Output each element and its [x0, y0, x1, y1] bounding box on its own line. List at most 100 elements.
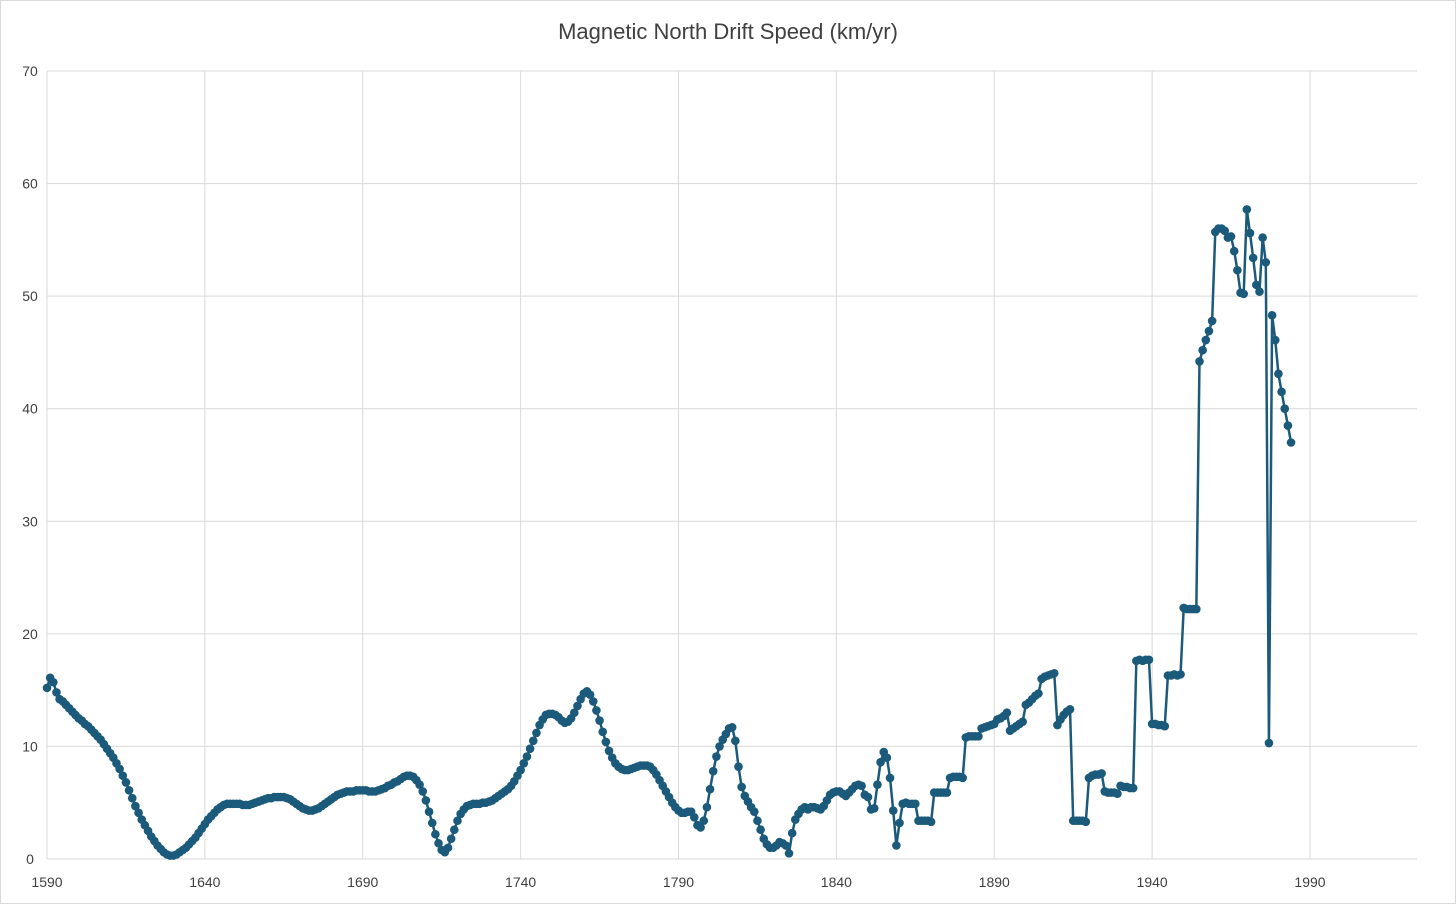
- data-point-1741: [519, 759, 529, 768]
- data-point-1614: [118, 771, 128, 780]
- data-point-1619: [134, 808, 143, 818]
- data-point-1762: [585, 690, 595, 699]
- data-point-1815: [753, 816, 762, 826]
- data-point-1712: [427, 818, 437, 828]
- data-point-1763: [588, 697, 598, 706]
- data-point-1797: [696, 823, 705, 832]
- data-point-1708: [415, 780, 424, 789]
- data-point-1758: [573, 701, 582, 711]
- data-point-1885: [974, 732, 983, 741]
- data-point-1899: [1018, 717, 1027, 726]
- data-point-1982: [1280, 404, 1290, 414]
- data-point-1814: [749, 807, 759, 817]
- data-point-1955: [1195, 357, 1204, 366]
- data-point-1713: [431, 829, 440, 839]
- data-point-1719: [450, 825, 459, 835]
- y-tick-label-50: 50: [22, 288, 38, 304]
- data-point-1976: [1261, 258, 1271, 267]
- data-point-1848: [857, 781, 866, 791]
- data-point-1854: [876, 757, 885, 767]
- data-point-1808: [731, 736, 740, 746]
- data-point-1984: [1286, 438, 1296, 447]
- data-point-1801: [708, 766, 718, 776]
- y-tick-label-10: 10: [22, 738, 38, 754]
- data-point-1825: [784, 849, 794, 858]
- data-point-1977: [1264, 738, 1274, 748]
- data-point-1963: [1220, 226, 1230, 236]
- data-point-1904: [1034, 689, 1043, 698]
- data-point-1592: [49, 677, 58, 687]
- data-point-1973: [1252, 280, 1261, 290]
- data-point-1856: [882, 753, 892, 762]
- data-point-1967: [1233, 265, 1242, 275]
- data-point-1826: [787, 828, 797, 838]
- data-point-1965: [1226, 232, 1236, 241]
- x-tick-label-1840: 1840: [821, 874, 852, 890]
- data-point-1742: [522, 752, 532, 761]
- series-layer: [42, 205, 1296, 860]
- data-point-1720: [453, 816, 462, 826]
- data-point-1858: [888, 806, 898, 815]
- data-point-1852: [869, 804, 879, 813]
- y-tick-label-0: 0: [26, 851, 34, 867]
- y-tick-label-60: 60: [22, 176, 38, 192]
- data-point-1944: [1160, 721, 1170, 731]
- data-point-1745: [532, 728, 541, 738]
- data-point-1956: [1198, 345, 1207, 355]
- data-point-1767: [601, 737, 611, 747]
- data-point-1957: [1201, 335, 1211, 345]
- x-tick-label-1790: 1790: [663, 874, 694, 890]
- data-point-1909: [1049, 668, 1059, 678]
- data-point-1975: [1258, 233, 1267, 242]
- chart-title: Magnetic North Drift Speed (km/yr): [558, 19, 898, 44]
- tick-labels: 0 10 20 30 40 50 60 70 1590 1640 1690 1740 1790 1840 1…: [22, 63, 1326, 890]
- data-point-1853: [873, 780, 882, 789]
- data-point-1740: [516, 765, 525, 775]
- data-point-1981: [1277, 387, 1286, 397]
- x-tick-label-1990: 1990: [1294, 874, 1325, 890]
- data-point-1718: [446, 834, 456, 844]
- data-point-1949: [1176, 670, 1185, 679]
- data-point-1860: [895, 818, 904, 828]
- data-point-1710: [421, 796, 431, 805]
- data-point-1714: [434, 838, 443, 848]
- data-point-1880: [958, 773, 967, 783]
- data-point-1958: [1204, 326, 1214, 336]
- data-point-1802: [712, 752, 721, 761]
- data-point-1617: [127, 793, 137, 803]
- data-point-1850: [863, 792, 873, 802]
- data-point-1766: [598, 727, 608, 737]
- data-point-1744: [528, 736, 538, 746]
- data-point-1615: [121, 778, 131, 787]
- data-point-1593: [52, 688, 61, 697]
- data-point-1970: [1242, 205, 1252, 214]
- data-point-1816: [756, 825, 765, 835]
- x-tick-label-1740: 1740: [505, 874, 536, 890]
- data-point-1764: [592, 706, 601, 715]
- data-point-1969: [1239, 289, 1248, 299]
- data-point-1709: [418, 787, 428, 796]
- data-point-1983: [1283, 421, 1293, 430]
- data-point-1870: [926, 817, 936, 827]
- data-point-1765: [595, 716, 604, 725]
- data-point-1613: [115, 764, 124, 774]
- data-point-1809: [734, 762, 743, 771]
- data-point-1979: [1270, 335, 1280, 345]
- data-point-1799: [702, 802, 712, 812]
- data-point-1919: [1081, 817, 1091, 827]
- data-point-1875: [942, 788, 952, 797]
- data-point-1980: [1274, 369, 1283, 379]
- data-point-1865: [911, 799, 920, 809]
- data-point-1824: [781, 841, 791, 850]
- data-point-1743: [525, 744, 535, 753]
- data-point-1757: [570, 708, 579, 717]
- data-point-1616: [124, 786, 134, 795]
- data-point-1798: [699, 816, 709, 826]
- data-point-1972: [1248, 253, 1258, 263]
- data-point-1768: [604, 746, 614, 756]
- data-point-1807: [727, 722, 737, 732]
- data-point-1857: [885, 773, 895, 783]
- data-point-1929: [1113, 789, 1122, 799]
